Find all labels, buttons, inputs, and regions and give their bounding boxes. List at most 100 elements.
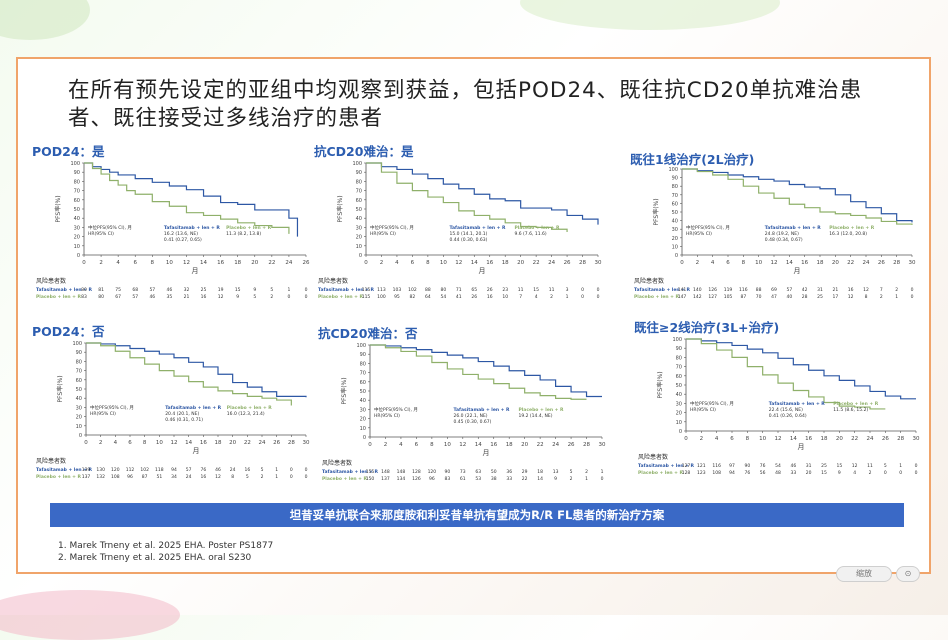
- legend-placebo-median: 16.3 (12.0, 20.8): [829, 231, 867, 237]
- risk-count: 26: [487, 287, 493, 293]
- risk-count: 0: [597, 294, 600, 300]
- risk-count: 0: [581, 294, 584, 300]
- y-axis-label: PFS率(%): [336, 195, 344, 222]
- risk-count: 5: [570, 469, 573, 475]
- risk-count: 68: [132, 287, 138, 293]
- risk-count: 25: [201, 287, 207, 293]
- legend-tafasitamab: Tafasitamab + len + R: [765, 225, 821, 231]
- legend-tafasitamab: Tafasitamab + len + R: [769, 401, 825, 407]
- x-tick-label: 16: [490, 442, 497, 448]
- x-tick-label: 12: [171, 440, 178, 446]
- risk-count: 9: [236, 294, 239, 300]
- risk-count: 70: [756, 294, 762, 300]
- y-tick-label: 30: [356, 225, 362, 231]
- y-tick-label: 10: [676, 420, 682, 426]
- risk-count: 5: [261, 467, 264, 473]
- y-tick-label: 50: [356, 207, 362, 213]
- risk-count: 51: [156, 474, 162, 480]
- y-tick-label: 40: [676, 392, 682, 398]
- y-tick-label: 30: [676, 401, 682, 407]
- risk-count: 33: [506, 476, 512, 482]
- km-line-tafasitamab: [370, 344, 602, 398]
- risk-count: 128: [412, 469, 421, 475]
- y-tick-label: 90: [676, 346, 682, 352]
- risk-row-label-placebo: Placebo + len + R: [318, 294, 364, 300]
- x-tick-label: 10: [156, 440, 163, 446]
- risk-count: 67: [115, 294, 121, 300]
- x-tick-label: 28: [288, 440, 295, 446]
- risk-count: 132: [96, 474, 105, 480]
- risk-count: 5: [246, 474, 249, 480]
- x-tick-label: 2: [99, 260, 103, 266]
- risk-count: 10: [502, 294, 508, 300]
- x-tick-label: 14: [475, 442, 482, 448]
- y-tick-label: 100: [70, 161, 80, 167]
- km-line-placebo: [682, 168, 913, 225]
- risk-count: 115: [362, 287, 371, 293]
- risk-row-label-placebo: Placebo + len + R: [634, 294, 680, 300]
- legend-header: HR(95% CI): [370, 231, 396, 237]
- zoom-control[interactable]: 缩放: [836, 566, 892, 582]
- y-tick-label: 40: [356, 216, 362, 222]
- y-tick-label: 40: [74, 216, 80, 222]
- risk-count: 81: [98, 287, 104, 293]
- risk-count: 80: [81, 287, 87, 293]
- legend-tafasitamab-median: 22.4 (15.6, NE): [769, 407, 803, 413]
- y-tick-label: 50: [74, 207, 80, 213]
- legend-header: 中位PFS(95% CI), 月: [90, 404, 134, 411]
- risk-count: 142: [693, 294, 702, 300]
- risk-count: 3: [566, 287, 569, 293]
- x-tick-label: 6: [415, 442, 419, 448]
- risk-count: 19: [218, 287, 224, 293]
- risk-count: 76: [200, 467, 206, 473]
- risk-count: 137: [82, 474, 91, 480]
- x-tick-label: 0: [680, 260, 684, 266]
- risk-count: 148: [381, 469, 390, 475]
- x-tick-label: 22: [537, 442, 544, 448]
- y-tick-label: 70: [360, 371, 366, 377]
- risk-count: 9: [554, 476, 557, 482]
- risk-count: 2: [895, 287, 898, 293]
- risk-count: 105: [724, 294, 733, 300]
- risk-count: 1: [895, 294, 898, 300]
- risk-count: 54: [440, 294, 446, 300]
- x-tick-label: 26: [564, 260, 571, 266]
- y-tick-label: 60: [74, 198, 80, 204]
- risk-count: 8: [865, 294, 868, 300]
- risk-count: 46: [790, 463, 796, 469]
- x-axis-label: 月: [192, 267, 199, 275]
- risk-count: 12: [863, 287, 869, 293]
- legend-placebo-median: 11.5 (8.6, 15.2): [833, 407, 868, 413]
- risk-count: 5: [884, 463, 887, 469]
- risk-count: 17: [832, 294, 838, 300]
- risk-count: 80: [98, 294, 104, 300]
- settings-icon[interactable]: ⊙: [896, 566, 920, 582]
- y-tick-label: 80: [676, 355, 682, 361]
- risk-count: 50: [491, 469, 497, 475]
- risk-count: 28: [802, 294, 808, 300]
- legend-placebo: Placebo + len + R: [518, 407, 564, 413]
- x-tick-label: 30: [303, 440, 310, 446]
- y-tick-label: 70: [676, 365, 682, 371]
- x-tick-label: 6: [128, 440, 132, 446]
- x-tick-label: 4: [399, 442, 403, 448]
- y-axis-label: PFS率(%): [340, 377, 348, 404]
- risk-count: 0: [601, 476, 604, 482]
- y-tick-label: 30: [76, 405, 82, 411]
- risk-count: 25: [821, 463, 827, 469]
- risk-count: 1: [899, 463, 902, 469]
- x-tick-label: 22: [244, 440, 251, 446]
- risk-count: 11: [867, 463, 873, 469]
- y-tick-label: 40: [76, 396, 82, 402]
- risk-table-title: 风险患者数: [36, 457, 66, 465]
- y-tick-label: 10: [76, 424, 82, 430]
- risk-count: 63: [475, 469, 481, 475]
- legend-hr: 0.46 (0.31, 0.71): [165, 417, 203, 423]
- risk-count: 7: [519, 294, 522, 300]
- x-tick-label: 14: [471, 260, 478, 266]
- y-axis-label: PFS率(%): [656, 371, 664, 398]
- y-tick-label: 90: [672, 176, 678, 182]
- legend-tafasitamab: Tafasitamab + len + R: [454, 407, 510, 413]
- x-tick-label: 2: [380, 260, 384, 266]
